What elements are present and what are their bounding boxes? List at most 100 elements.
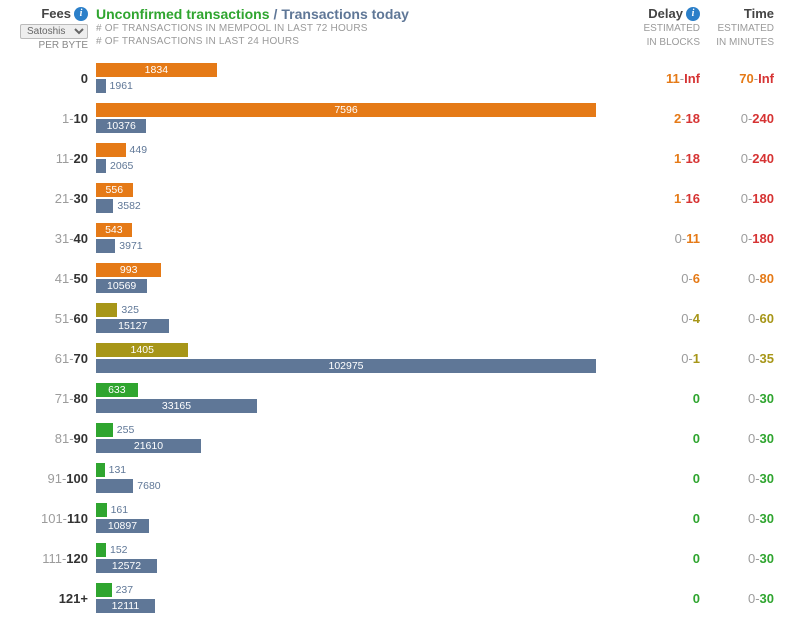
fees-sub: PER BYTE [0, 40, 88, 51]
bar-unconfirmed [96, 423, 113, 437]
chart-sub-b: # OF TRANSACTIONS IN LAST 24 HOURS [96, 35, 628, 48]
bar-value: 33165 [162, 400, 191, 412]
time-value: 0-35 [704, 338, 774, 378]
bar-value: 556 [106, 184, 124, 196]
bar-unconfirmed [96, 463, 105, 477]
fee-range-label: 111-120 [0, 538, 88, 578]
delay-value: 1-16 [628, 178, 700, 218]
bar-today [96, 159, 106, 173]
time-value: 0-240 [704, 138, 774, 178]
bar-today: 21610 [96, 439, 201, 453]
col-fees: Fees i Satoshis PER BYTE 01-1011-2021-30… [0, 6, 96, 618]
bars-header: Unconfirmed transactions / Transactions … [96, 6, 628, 58]
fee-range-label: 1-10 [0, 98, 88, 138]
delay-sub-b: IN BLOCKS [628, 37, 700, 49]
bar-today: 10897 [96, 519, 149, 533]
delay-value: 0 [628, 378, 700, 418]
bar-value: 7596 [334, 104, 357, 116]
fee-range-label: 41-50 [0, 258, 88, 298]
time-title: Time [744, 6, 774, 21]
delay-value: 0 [628, 418, 700, 458]
fee-range-label: 31-40 [0, 218, 88, 258]
delay-sub-a: ESTIMATED [628, 23, 700, 35]
info-icon[interactable]: i [74, 7, 88, 21]
bar-row: 633 33165 [96, 378, 628, 418]
delay-rows: 11-Inf2-181-181-160-110-60-40-1000000 [628, 58, 700, 618]
bar-unconfirmed [96, 143, 126, 157]
info-icon[interactable]: i [686, 7, 700, 21]
bar-value: 12111 [112, 600, 140, 612]
fee-range-label: 51-60 [0, 298, 88, 338]
delay-value: 0-11 [628, 218, 700, 258]
bar-value: 1405 [131, 344, 154, 356]
bar-unconfirmed [96, 303, 117, 317]
bar-value: 237 [116, 584, 134, 596]
time-value: 70-Inf [704, 58, 774, 98]
time-rows: 70-Inf0-2400-2400-1800-1800-800-600-350-… [704, 58, 774, 618]
fee-range-label: 71-80 [0, 378, 88, 418]
bar-value: 325 [121, 304, 139, 316]
delay-title: Delay [648, 6, 683, 21]
bar-value: 449 [130, 144, 148, 156]
bar-today [96, 79, 106, 93]
bar-row: 1405 102975 [96, 338, 628, 378]
bar-value: 102975 [328, 360, 363, 372]
delay-value: 0-4 [628, 298, 700, 338]
delay-value: 0-6 [628, 258, 700, 298]
time-value: 0-180 [704, 178, 774, 218]
bar-value: 2065 [110, 160, 133, 172]
bar-row: 1834 1961 [96, 58, 628, 98]
bar-row: 25521610 [96, 418, 628, 458]
bar-value: 543 [105, 224, 123, 236]
bar-value: 161 [111, 504, 129, 516]
delay-value: 0 [628, 498, 700, 538]
chart-sub-a: # OF TRANSACTIONS IN MEMPOOL IN LAST 72 … [96, 22, 628, 35]
fees-header: Fees i Satoshis PER BYTE [0, 6, 88, 58]
time-value: 0-30 [704, 418, 774, 458]
fee-range-label: 81-90 [0, 418, 88, 458]
bar-value: 12572 [112, 560, 141, 572]
bar-value: 633 [108, 384, 126, 396]
bar-value: 152 [110, 544, 128, 556]
bar-value: 131 [109, 464, 127, 476]
bar-today: 10376 [96, 119, 146, 133]
bar-today: 15127 [96, 319, 169, 333]
bar-today: 102975 [96, 359, 596, 373]
bar-value: 1834 [145, 64, 168, 76]
time-value: 0-30 [704, 378, 774, 418]
fees-title: Fees [41, 6, 71, 21]
bar-unconfirmed: 1405 [96, 343, 188, 357]
bar-today: 10569 [96, 279, 147, 293]
bar-row: 7596 10376 [96, 98, 628, 138]
bar-unconfirmed: 543 [96, 223, 132, 237]
bar-today [96, 199, 113, 213]
fee-table: Fees i Satoshis PER BYTE 01-1011-2021-30… [0, 0, 790, 628]
bar-row: 99310569 [96, 258, 628, 298]
bar-row: 449 2065 [96, 138, 628, 178]
bar-value: 1961 [110, 80, 133, 92]
bar-value: 21610 [134, 440, 163, 452]
time-sub-a: ESTIMATED [704, 23, 774, 35]
fee-unit-select[interactable]: Satoshis [20, 24, 88, 39]
time-value: 0-30 [704, 578, 774, 618]
time-value: 0-80 [704, 258, 774, 298]
bar-unconfirmed: 7596 [96, 103, 596, 117]
delay-value: 0 [628, 578, 700, 618]
bar-value: 10897 [108, 520, 137, 532]
chart-title-today: Transactions today [281, 6, 409, 22]
chart-title-sep: / [273, 6, 277, 22]
bar-value: 10569 [107, 280, 136, 292]
bar-today: 12111 [96, 599, 155, 613]
time-value: 0-240 [704, 98, 774, 138]
fee-range-label: 61-70 [0, 338, 88, 378]
time-header: Time ESTIMATED IN MINUTES [704, 6, 774, 58]
bar-value: 15127 [118, 320, 147, 332]
fee-range-label: 0 [0, 58, 88, 98]
bar-row: 161 10897 [96, 498, 628, 538]
bar-row: 325 15127 [96, 298, 628, 338]
fee-range-label: 101-110 [0, 498, 88, 538]
bar-today: 33165 [96, 399, 257, 413]
fee-range-label: 21-30 [0, 178, 88, 218]
time-value: 0-180 [704, 218, 774, 258]
delay-value: 0-1 [628, 338, 700, 378]
